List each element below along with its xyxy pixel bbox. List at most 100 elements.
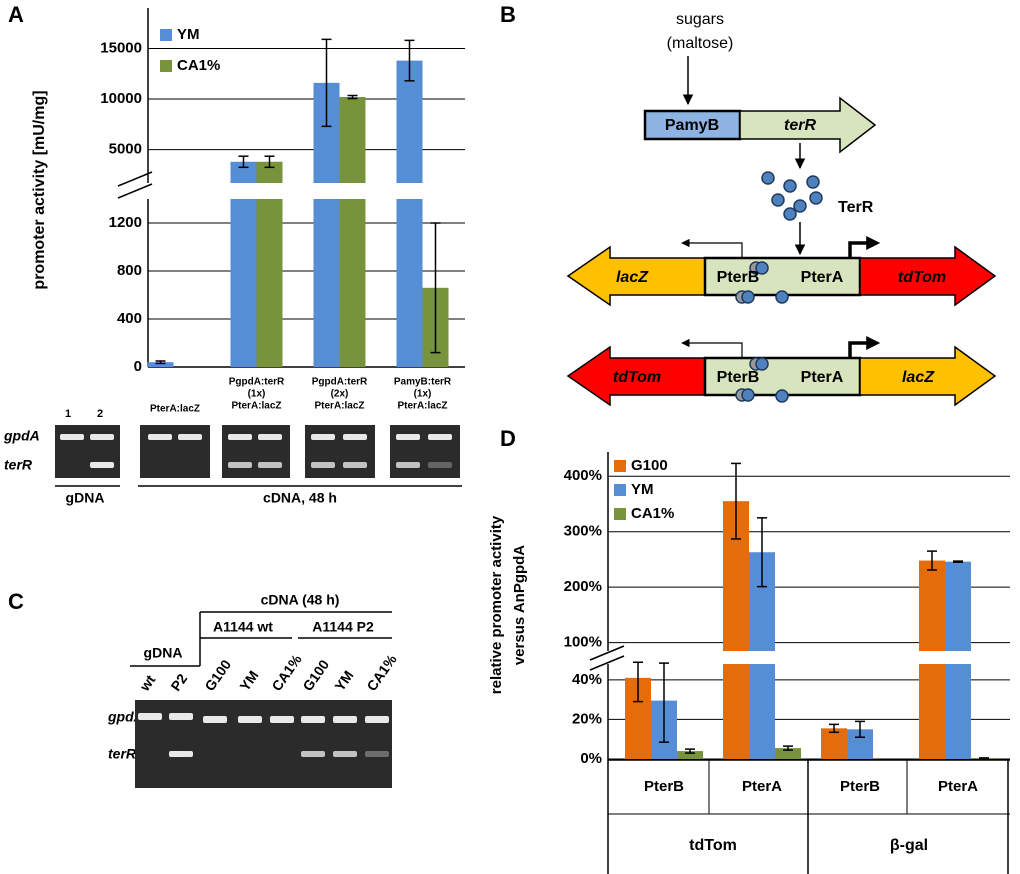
lane-label: G100: [299, 656, 332, 693]
x-tick-label: PterA:lacZ: [314, 401, 364, 412]
lane-label: YM: [331, 667, 356, 693]
row-label: terR: [4, 457, 33, 473]
axis-break: [117, 171, 153, 187]
lane-label: YM: [236, 667, 261, 693]
gel-band: [343, 462, 367, 468]
gel-band: [301, 751, 325, 757]
group-label: cDNA, 48 h: [263, 490, 337, 506]
promoter-arrow: [848, 236, 881, 257]
promoter-label: PterA: [801, 269, 844, 286]
gel-band: [228, 462, 252, 468]
legend-swatch: [614, 508, 626, 520]
gel-band: [428, 462, 452, 468]
panel-letter: D: [500, 426, 516, 451]
gene-label: lacZ: [902, 369, 935, 386]
gel-band: [148, 434, 172, 440]
gel-band: [311, 434, 335, 440]
construct-label: PterA:lacZ: [150, 404, 200, 415]
y-tick-label: 200%: [564, 578, 602, 595]
bar: [677, 751, 703, 759]
y-tick-label: 400%: [564, 467, 602, 484]
axis-break: [589, 645, 625, 661]
gel-band: [169, 751, 193, 757]
bar: [313, 199, 340, 367]
promoter-label: PterA: [801, 369, 844, 386]
bar: [256, 161, 283, 183]
x-tick-label: (2x): [331, 389, 349, 400]
gel-band: [333, 751, 357, 757]
inducer-label: (maltose): [667, 35, 734, 52]
row-label: terR: [108, 746, 137, 762]
gel-band: [228, 434, 252, 440]
legend-swatch: [160, 29, 172, 41]
bar: [945, 561, 971, 651]
gel: [305, 425, 375, 478]
gene-arrow: [859, 245, 997, 307]
bar: [749, 664, 775, 759]
axis-break: [117, 183, 153, 199]
x-tick-label: PterA:lacZ: [397, 401, 447, 412]
bar: [230, 199, 257, 367]
y-tick-label: 40%: [572, 671, 602, 688]
bound-protein: [735, 261, 789, 304]
gel-band: [365, 716, 389, 723]
x-tick-label: (1x): [248, 389, 266, 400]
gel-band: [333, 716, 357, 723]
promoter-arrow: [848, 336, 881, 357]
y-axis-label: promoter activity [mU/mg]: [31, 90, 48, 289]
gel-band: [258, 462, 282, 468]
gel-band: [238, 716, 262, 723]
bar: [256, 199, 283, 367]
gel-band: [311, 462, 335, 468]
y-tick-label: 20%: [572, 710, 602, 727]
bar: [945, 664, 971, 759]
lane-label: 1: [65, 408, 71, 420]
protein-label: TerR: [838, 199, 874, 216]
y-tick-label: 10000: [100, 90, 142, 107]
gene-arrow: [859, 345, 997, 407]
gel-band: [270, 716, 294, 723]
row-label: gpdA: [107, 709, 144, 725]
y-tick-label: 0: [134, 358, 142, 375]
legend-swatch: [614, 460, 626, 472]
gel-band: [301, 716, 325, 723]
gel-band: [365, 751, 389, 757]
gel-band: [90, 434, 114, 440]
row-label: gpdA: [3, 428, 40, 444]
gel-band: [258, 434, 282, 440]
lane-label: CA1%: [268, 651, 305, 694]
lane-label: 2: [97, 408, 103, 420]
x-tick-label: PterA: [742, 778, 782, 795]
y-tick-label: 15000: [100, 39, 142, 56]
y-tick-label: 0%: [580, 750, 602, 767]
y-axis-label: versus AnPgpdA: [511, 545, 528, 665]
bar: [339, 199, 366, 367]
legend-label: CA1%: [631, 505, 674, 522]
panel-letter: A: [8, 2, 24, 27]
legend-label: YM: [631, 481, 654, 498]
bar: [821, 728, 847, 759]
lane-label: P2: [167, 670, 190, 693]
group-label: tdTom: [689, 837, 737, 854]
panel-letter: B: [500, 2, 516, 27]
x-tick-label: (1x): [414, 389, 432, 400]
x-tick-label: PamyB:terR: [394, 377, 452, 388]
legend-label: YM: [177, 26, 200, 43]
bound-protein: [735, 357, 789, 403]
inducer-label: sugars: [676, 11, 724, 28]
strain-label: A1144 wt: [213, 619, 273, 635]
panel-letter: C: [8, 589, 24, 614]
legend-label: CA1%: [177, 57, 220, 74]
gel-band: [178, 434, 202, 440]
lane-label: G100: [201, 656, 234, 693]
axis-break: [589, 655, 625, 671]
gel-band: [169, 713, 193, 720]
lane-label: CA1%: [363, 651, 400, 694]
bar: [147, 362, 174, 367]
gel-band: [396, 462, 420, 468]
gel: [55, 425, 120, 478]
promoter-label: PterB: [717, 369, 760, 386]
group-label: β-gal: [890, 837, 928, 854]
promoter-label: PterB: [717, 269, 760, 286]
gel-band: [203, 716, 227, 723]
